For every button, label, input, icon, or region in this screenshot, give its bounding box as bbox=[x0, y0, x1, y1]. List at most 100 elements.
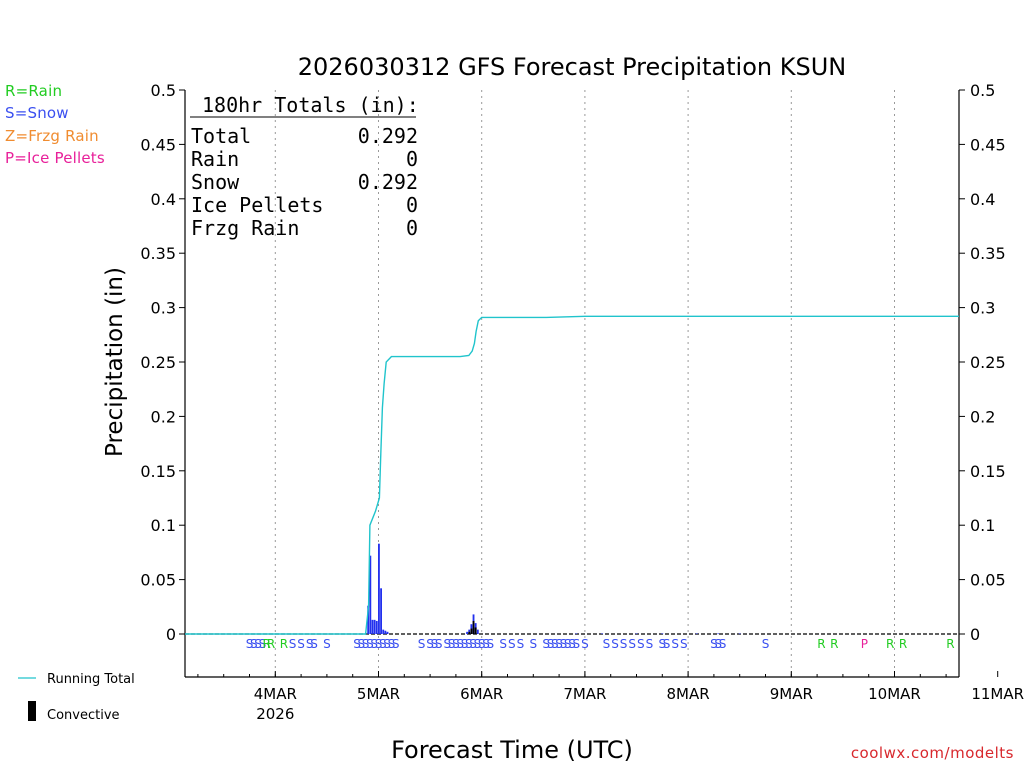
x-tick-label: 11MAR bbox=[971, 685, 1024, 703]
totals-heading: 180hr Totals (in): bbox=[202, 93, 419, 117]
precip-type-code: S bbox=[719, 637, 727, 651]
precip-bar bbox=[384, 630, 387, 634]
precip-bar bbox=[371, 619, 374, 634]
convective-bar bbox=[468, 631, 471, 634]
precip-bar bbox=[717, 633, 720, 635]
running-total-polyline bbox=[185, 315, 959, 635]
y-tick-label-right: 0.2 bbox=[970, 407, 995, 426]
precip-type-code: S bbox=[366, 637, 374, 651]
precip-type-code: S bbox=[250, 637, 258, 651]
precip-type-code: S bbox=[259, 637, 267, 651]
precip-type-code: R bbox=[280, 637, 288, 651]
precip-type-code: S bbox=[456, 637, 464, 651]
precip-type-code: S bbox=[714, 637, 722, 651]
y-tick-label-left: 0.25 bbox=[140, 353, 176, 372]
precip-type-code: R bbox=[886, 637, 894, 651]
y-tick-label-left: 0.45 bbox=[140, 135, 176, 154]
precip-type-code: R bbox=[817, 637, 825, 651]
legend-ice-pellets: P=Ice Pellets bbox=[5, 149, 105, 167]
precip-type-code: S bbox=[671, 637, 679, 651]
precip-type-code: S bbox=[478, 637, 486, 651]
precip-bar bbox=[695, 633, 698, 635]
precip-type-code: S bbox=[448, 637, 456, 651]
precip-type-code: S bbox=[323, 637, 331, 651]
precip-type-code: S bbox=[383, 637, 391, 651]
precip-type-code: R bbox=[267, 637, 275, 651]
chart-title: 2026030312 GFS Forecast Precipitation KS… bbox=[298, 53, 846, 81]
x-tick-label: 10MAR bbox=[868, 685, 921, 703]
x-tick-label: 9MAR bbox=[770, 685, 813, 703]
running-total-line bbox=[185, 315, 959, 635]
precip-type-code: S bbox=[452, 637, 460, 651]
precip-type-code: S bbox=[529, 637, 537, 651]
precip-type-code: S bbox=[555, 637, 563, 651]
x-tick-sublabel: 2026 bbox=[256, 705, 294, 723]
precip-type-code: S bbox=[461, 637, 469, 651]
precip-type-code: S bbox=[297, 637, 305, 651]
y-tick-label-left: 0.3 bbox=[151, 299, 176, 318]
legend-freezing-rain: Z=Frzg Rain bbox=[5, 127, 99, 145]
y-tick-label-left: 0.2 bbox=[151, 407, 176, 426]
totals-box: 180hr Totals (in): Total 0.292 Rain 0 Snow 0.… bbox=[190, 93, 419, 240]
x-tick-label: 4MAR bbox=[254, 685, 297, 703]
precip-type-code: S bbox=[637, 637, 645, 651]
x-tick-label: 7MAR bbox=[563, 685, 606, 703]
y-tick-label-left: 0.35 bbox=[140, 244, 176, 263]
totals-row-label: Frzg Rain bbox=[191, 216, 299, 240]
precip-type-code: S bbox=[289, 637, 297, 651]
y-tick-label-right: 0.35 bbox=[970, 244, 1006, 263]
totals-row-value: 0 bbox=[406, 193, 418, 217]
precip-bar bbox=[635, 633, 638, 635]
convective-swatch bbox=[28, 701, 36, 721]
precip-bar bbox=[369, 555, 372, 634]
precip-bar bbox=[373, 619, 376, 634]
totals-row-value: 0.292 bbox=[358, 170, 418, 194]
y-tick-label-right: 0 bbox=[970, 625, 980, 644]
precip-type-code: S bbox=[547, 637, 555, 651]
precip-type-code: S bbox=[542, 637, 550, 651]
precip-type-code: S bbox=[435, 637, 443, 651]
precip-type-code: S bbox=[370, 637, 378, 651]
x-tick-label: 6MAR bbox=[460, 685, 503, 703]
precip-type-code: S bbox=[710, 637, 718, 651]
y-axis-label: Precipitation (in) bbox=[102, 267, 128, 457]
precip-bar bbox=[575, 633, 578, 635]
convective-bars bbox=[468, 620, 477, 634]
y-tick-label-left: 0.1 bbox=[151, 516, 176, 535]
y-tick-label-right: 0.4 bbox=[970, 190, 995, 209]
precip-type-code: S bbox=[568, 637, 576, 651]
precip-type-code: S bbox=[306, 637, 314, 651]
y-tick-label-right: 0.3 bbox=[970, 299, 995, 318]
precip-type-code: S bbox=[246, 637, 254, 651]
x-tick-label: 5MAR bbox=[357, 685, 400, 703]
precip-type-code: S bbox=[465, 637, 473, 651]
precip-type-code: S bbox=[469, 637, 477, 651]
precip-bar bbox=[476, 629, 479, 634]
y-tick-label-right: 0.15 bbox=[970, 462, 1006, 481]
precip-type-code: S bbox=[508, 637, 516, 651]
x-axis-label: Forecast Time (UTC) bbox=[391, 736, 633, 764]
precip-type-code: S bbox=[646, 637, 654, 651]
precip-type-code: S bbox=[431, 637, 439, 651]
site-credit[interactable]: coolwx.com/modelts bbox=[850, 744, 1014, 762]
totals-row-value: 0.292 bbox=[358, 124, 418, 148]
totals-row-label: Total bbox=[191, 124, 251, 148]
y-tick-label-right: 0.1 bbox=[970, 516, 995, 535]
precip-type-code: S bbox=[551, 637, 559, 651]
convective-bar bbox=[474, 627, 477, 634]
y-tick-label-left: 0.4 bbox=[151, 190, 176, 209]
legend-rain: R=Rain bbox=[5, 82, 63, 100]
precip-type-code: S bbox=[572, 637, 580, 651]
precip-type-code: S bbox=[254, 637, 262, 651]
legend-snow: S=Snow bbox=[5, 104, 69, 122]
convective-bar bbox=[470, 628, 473, 634]
grid-lines bbox=[274, 90, 895, 677]
precip-type-code: S bbox=[663, 637, 671, 651]
precip-bar bbox=[601, 633, 604, 635]
y-tick-label-right: 0.5 bbox=[970, 81, 995, 100]
precip-type-code: S bbox=[310, 637, 318, 651]
x-axis-ticks: 4MAR 2026 5MAR 6MAR 7MAR 8MAR 9MAR 10MAR 11MAR bbox=[197, 671, 1024, 723]
precip-type-code: S bbox=[517, 637, 525, 651]
y-tick-label-left: 0.5 bbox=[151, 81, 176, 100]
